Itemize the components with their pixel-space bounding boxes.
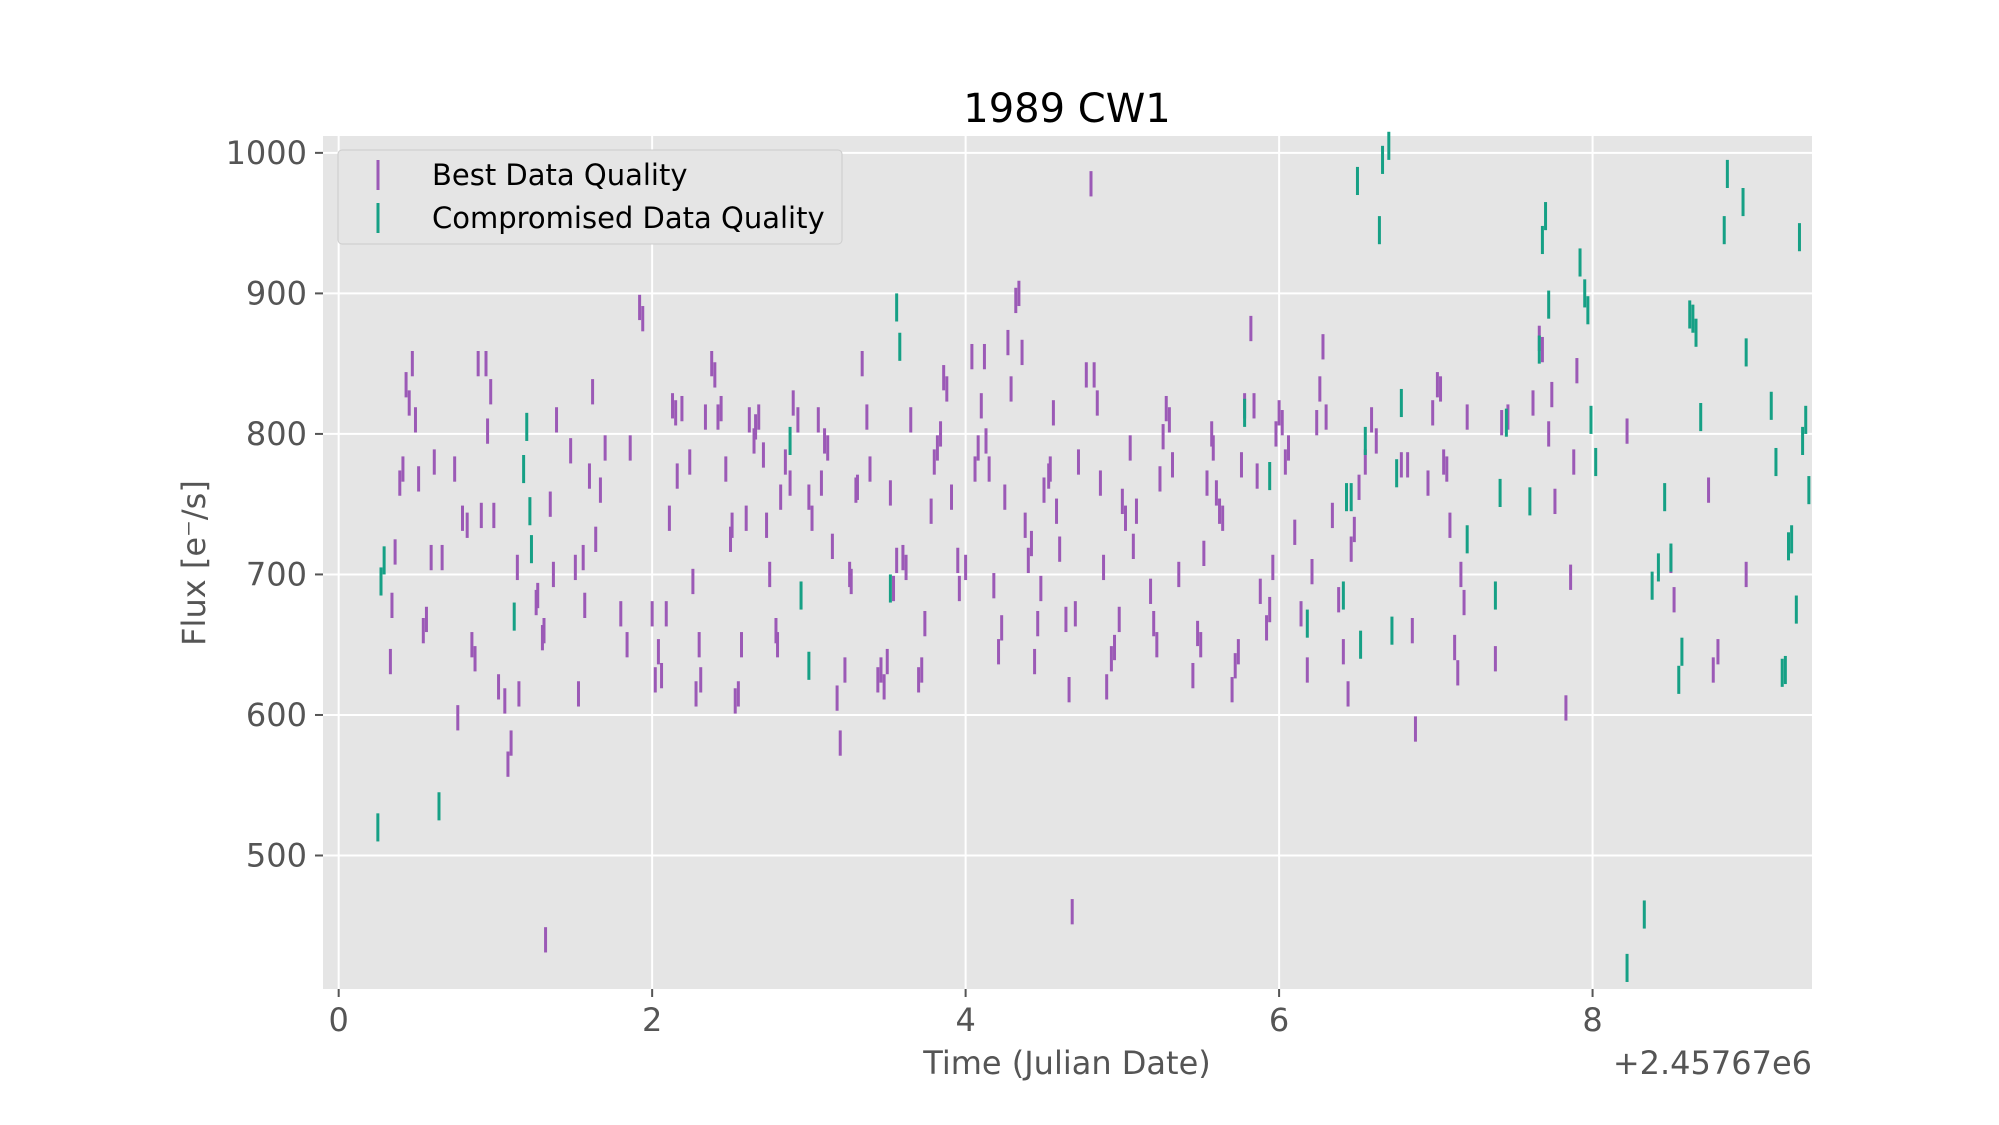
series-best-data-quality <box>388 171 1748 953</box>
series-compromised-data-quality <box>376 131 1811 982</box>
x-tick-label: 6 <box>1269 1001 1289 1039</box>
y-tick-label: 1000 <box>226 134 307 172</box>
data-series <box>376 131 1811 982</box>
y-tick-label: 500 <box>246 836 307 874</box>
x-tick-label: 8 <box>1582 1001 1602 1039</box>
x-axis-offset-label: +2.45767e6 <box>1613 1044 1812 1082</box>
y-tick-label: 800 <box>246 415 307 453</box>
y-tick-label: 700 <box>246 555 307 593</box>
legend-label-compromised: Compromised Data Quality <box>432 201 825 235</box>
x-tick-label: 4 <box>955 1001 975 1039</box>
y-axis-ticks: 500 600 700 800 900 1000 <box>226 134 323 874</box>
y-axis-label: Flux [e⁻/s] <box>175 480 213 646</box>
x-tick-label: 0 <box>328 1001 348 1039</box>
x-axis-label: Time (Julian Date) <box>922 1044 1211 1082</box>
y-tick-label: 600 <box>246 696 307 734</box>
y-tick-label: 900 <box>246 274 307 312</box>
plot-background <box>323 136 1812 989</box>
x-tick-label: 2 <box>642 1001 662 1039</box>
legend-label-best: Best Data Quality <box>432 158 688 192</box>
legend: Best Data Quality Compromised Data Quali… <box>337 149 843 245</box>
x-axis-ticks: 0 2 4 6 8 <box>328 989 1603 1039</box>
chart-title: 1989 CW1 <box>963 86 1170 132</box>
legend-box <box>337 149 843 245</box>
